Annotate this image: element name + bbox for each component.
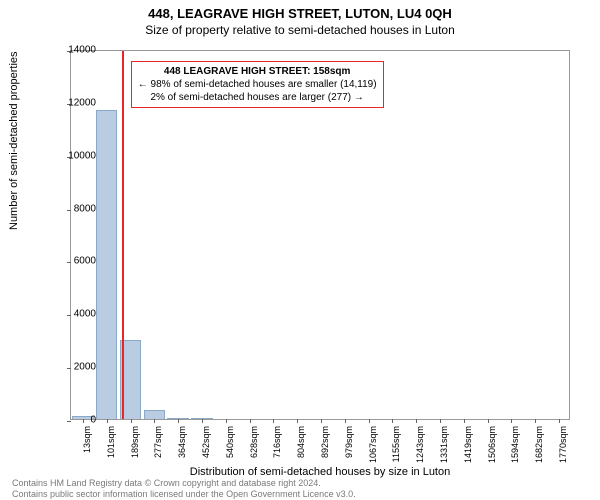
y-axis-label: Number of semi-detached properties [8,51,20,230]
xtick-mark [440,419,441,423]
xtick-label: 628sqm [249,426,259,458]
xtick-label: 892sqm [320,426,330,458]
annotation-line: ← 98% of semi-detached houses are smalle… [138,78,377,91]
ytick-label: 8000 [74,203,96,214]
xtick-mark [345,419,346,423]
xtick-label: 716sqm [272,426,282,458]
ytick-mark [67,262,71,263]
xtick-mark [392,419,393,423]
xtick-mark [131,419,132,423]
xtick-label: 452sqm [201,426,211,458]
ytick-label: 14000 [68,45,96,56]
ytick-label: 0 [90,415,96,426]
xtick-mark [535,419,536,423]
ytick-label: 12000 [68,97,96,108]
xtick-label: 1419sqm [463,426,473,463]
ytick-mark [67,421,71,422]
ytick-label: 10000 [68,150,96,161]
xtick-label: 1067sqm [368,426,378,463]
xtick-mark [416,419,417,423]
xtick-label: 979sqm [344,426,354,458]
xtick-mark [250,419,251,423]
marker-line [122,51,124,419]
xtick-label: 1506sqm [487,426,497,463]
ytick-mark [67,315,71,316]
xtick-label: 540sqm [225,426,235,458]
page-subtitle: Size of property relative to semi-detach… [0,21,600,37]
ytick-label: 6000 [74,256,96,267]
histogram-bar [144,410,165,419]
xtick-mark [226,419,227,423]
footer-line-1: Contains HM Land Registry data © Crown c… [12,478,356,488]
xtick-mark [321,419,322,423]
xtick-mark [83,419,84,423]
footer-line-2: Contains public sector information licen… [12,489,356,499]
xtick-mark [273,419,274,423]
xtick-label: 1155sqm [391,426,401,462]
ytick-mark [67,368,71,369]
xtick-label: 1682sqm [534,426,544,463]
annotation-box: 448 LEAGRAVE HIGH STREET: 158sqm← 98% of… [131,61,384,108]
xtick-label: 364sqm [177,426,187,458]
xtick-mark [178,419,179,423]
xtick-mark [559,419,560,423]
xtick-mark [154,419,155,423]
xtick-mark [511,419,512,423]
xtick-mark [202,419,203,423]
page-title: 448, LEAGRAVE HIGH STREET, LUTON, LU4 0Q… [0,0,600,21]
xtick-label: 804sqm [296,426,306,458]
x-axis-label: Distribution of semi-detached houses by … [70,466,570,478]
xtick-mark [488,419,489,423]
xtick-label: 1770sqm [558,426,568,463]
ytick-mark [67,210,71,211]
xtick-label: 1594sqm [510,426,520,463]
ytick-label: 4000 [74,309,96,320]
xtick-label: 1243sqm [415,426,425,463]
xtick-label: 1331sqm [439,426,449,463]
annotation-line: 2% of semi-detached houses are larger (2… [138,91,377,104]
xtick-mark [464,419,465,423]
histogram-bar [96,110,117,419]
xtick-mark [107,419,108,423]
footer-attribution: Contains HM Land Registry data © Crown c… [12,478,356,499]
annotation-line: 448 LEAGRAVE HIGH STREET: 158sqm [138,65,377,78]
ytick-label: 2000 [74,362,96,373]
histogram-bar [167,418,188,419]
histogram-bar [191,418,212,419]
xtick-label: 101sqm [106,426,116,458]
plot-box: 448 LEAGRAVE HIGH STREET: 158sqm← 98% of… [70,50,570,420]
xtick-label: 277sqm [153,426,163,458]
xtick-label: 189sqm [130,426,140,458]
xtick-mark [369,419,370,423]
xtick-mark [297,419,298,423]
xtick-label: 13sqm [82,426,92,453]
chart-plot-area: 448 LEAGRAVE HIGH STREET: 158sqm← 98% of… [70,50,570,420]
